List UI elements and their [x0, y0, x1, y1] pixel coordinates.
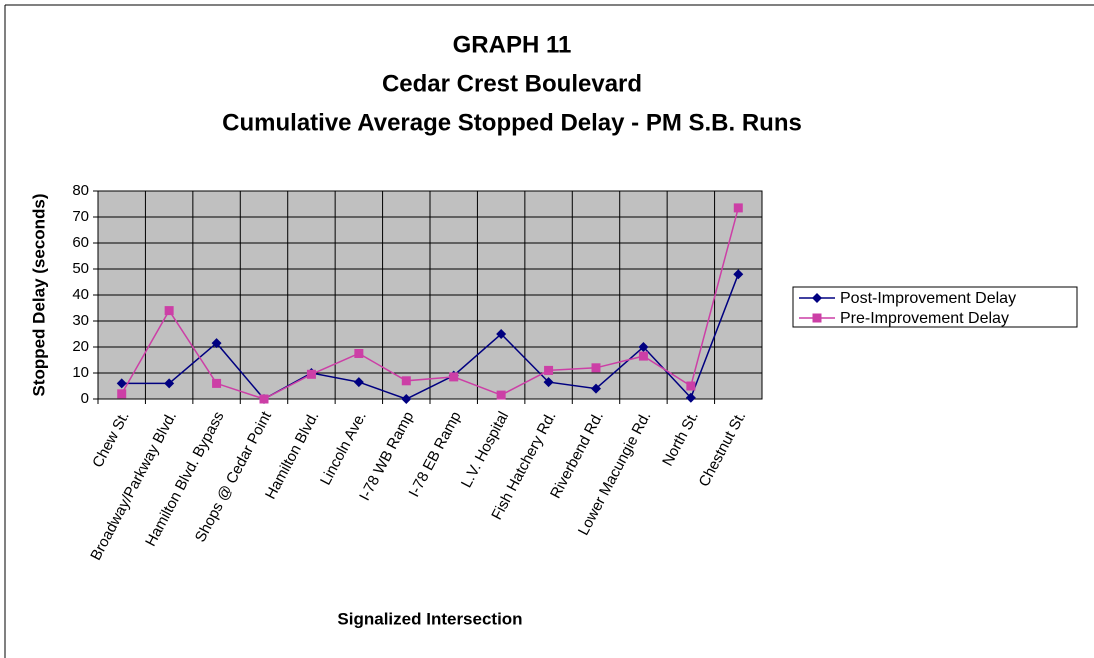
data-point	[401, 394, 412, 404]
data-point	[543, 377, 554, 388]
data-point	[638, 351, 648, 361]
x-tick-label: Chestnut St.	[696, 409, 750, 490]
x-axis-title: Signalized Intersection	[337, 609, 522, 628]
data-point	[733, 203, 743, 213]
y-tick-label: 80	[72, 182, 89, 199]
y-tick-label: 60	[72, 234, 89, 251]
data-point	[306, 369, 316, 379]
data-point	[401, 376, 411, 386]
data-point	[733, 269, 744, 280]
data-point	[164, 306, 174, 316]
data-point	[685, 392, 696, 403]
legend-label: Post-Improvement Delay	[840, 290, 1016, 307]
data-point	[544, 365, 554, 375]
data-point	[164, 378, 175, 389]
y-tick-label: 0	[81, 390, 89, 407]
legend-label: Pre-Improvement Delay	[840, 310, 1009, 327]
y-tick-label: 20	[72, 338, 89, 355]
data-point	[591, 363, 601, 373]
data-point	[496, 329, 507, 339]
x-tick-label: I-78 EB Ramp	[406, 409, 465, 500]
y-axis-title: Stopped Delay (seconds)	[29, 193, 48, 396]
data-point	[591, 383, 601, 394]
y-tick-label: 40	[72, 286, 89, 303]
chart-title: Cedar Crest Boulevard	[382, 70, 642, 97]
data-point	[259, 394, 269, 404]
data-point	[686, 381, 696, 391]
x-tick-label: L.V. Hospital	[458, 409, 512, 491]
y-tick-label: 50	[72, 260, 89, 277]
legend-box	[792, 286, 1078, 328]
y-tick-label: 10	[72, 364, 89, 381]
data-point	[116, 378, 127, 389]
data-point	[354, 349, 364, 358]
series-line	[121, 207, 740, 400]
data-point	[638, 342, 649, 352]
data-point	[353, 377, 364, 388]
x-tick-label: Chew St.	[89, 409, 133, 471]
data-point	[211, 338, 222, 349]
legend-marker	[812, 313, 822, 323]
x-tick-label: Lincoln Ave.	[317, 409, 370, 488]
series-line	[121, 273, 739, 400]
x-tick-label: Broadway/Parkway Blvd.	[87, 409, 180, 563]
chart-title: GRAPH 11	[453, 31, 572, 58]
data-point	[449, 372, 459, 382]
legend-marker	[812, 293, 822, 303]
y-tick-label: 70	[72, 208, 89, 225]
chart-title: Cumulative Average Stopped Delay - PM S.…	[222, 109, 802, 136]
data-point	[117, 389, 127, 399]
y-tick-label: 30	[72, 312, 89, 329]
data-point	[496, 390, 506, 400]
x-tick-label: North St.	[659, 409, 702, 469]
data-point	[212, 378, 222, 388]
